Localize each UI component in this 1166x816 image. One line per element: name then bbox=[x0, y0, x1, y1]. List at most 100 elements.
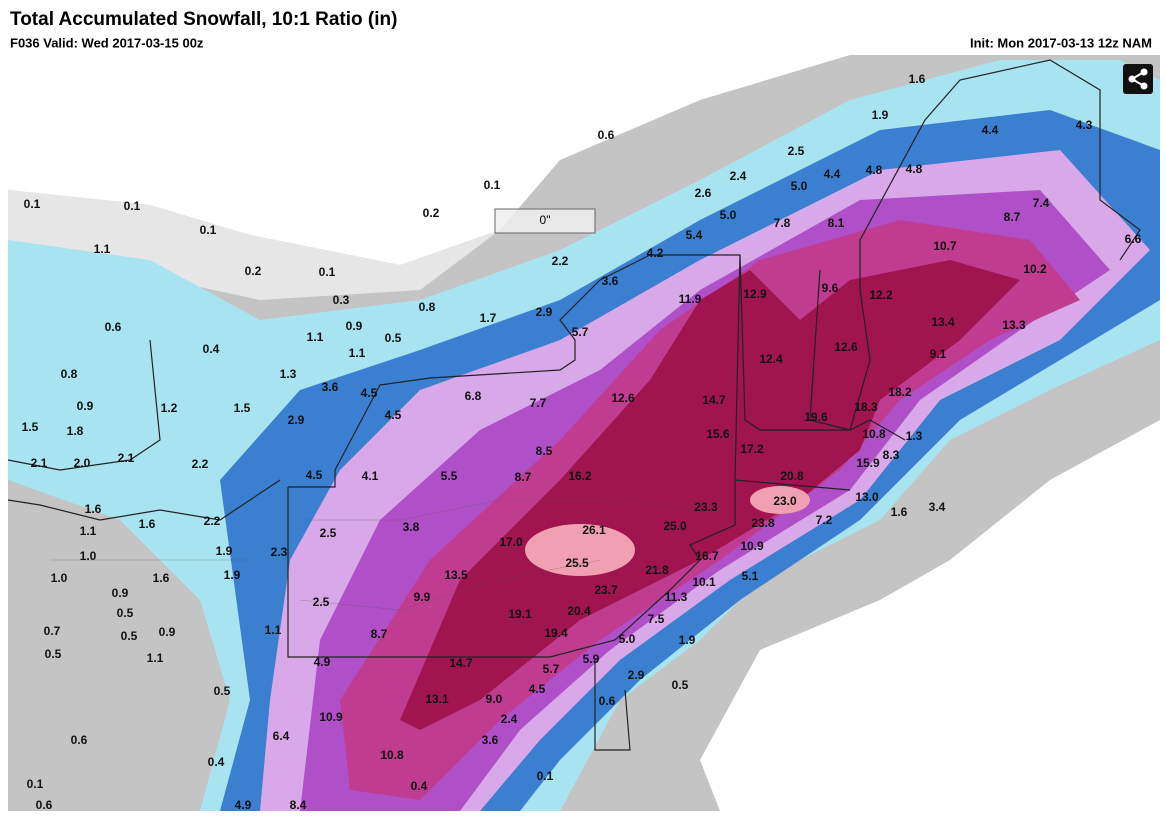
snowfall-label: 0.5 bbox=[385, 331, 402, 345]
snowfall-label: 12.6 bbox=[834, 340, 858, 354]
snowfall-label: 10.8 bbox=[380, 748, 404, 762]
snowfall-label: 5.9 bbox=[583, 652, 600, 666]
snowfall-label: 0.6 bbox=[71, 733, 88, 747]
snowfall-label: 9.9 bbox=[414, 590, 431, 604]
snowfall-label: 2.0 bbox=[74, 456, 91, 470]
snowfall-label: 1.1 bbox=[80, 524, 97, 538]
snowfall-label: 5.4 bbox=[686, 228, 703, 242]
snowfall-label: 0.4 bbox=[203, 342, 220, 356]
snowfall-label: 0.4 bbox=[208, 755, 225, 769]
snowfall-label: 7.7 bbox=[530, 396, 547, 410]
snowfall-label: 1.0 bbox=[51, 571, 68, 585]
snowfall-label: 3.6 bbox=[602, 274, 619, 288]
snowfall-label: 12.4 bbox=[759, 352, 783, 366]
snowfall-label: 8.7 bbox=[1004, 210, 1021, 224]
snowfall-label: 4.2 bbox=[647, 246, 664, 260]
snowfall-label: 5.7 bbox=[572, 325, 589, 339]
snowfall-label: 1.6 bbox=[153, 571, 170, 585]
snowfall-label: 2.1 bbox=[118, 451, 135, 465]
snowfall-label: 0.5 bbox=[45, 647, 62, 661]
snowfall-label: 7.5 bbox=[648, 612, 665, 626]
snowfall-label: 0.7 bbox=[44, 624, 61, 638]
snowfall-label: 2.4 bbox=[501, 712, 518, 726]
snowfall-label: 1.1 bbox=[307, 330, 324, 344]
snowfall-label: 23.3 bbox=[694, 500, 718, 514]
snowfall-label: 13.1 bbox=[425, 692, 449, 706]
snowfall-label: 10.7 bbox=[933, 239, 957, 253]
snowfall-label: 2.2 bbox=[552, 254, 569, 268]
snowfall-label: 18.2 bbox=[888, 385, 912, 399]
snowfall-label: 4.5 bbox=[306, 468, 323, 482]
snowfall-label: 1.2 bbox=[161, 401, 178, 415]
snowfall-label: 17.0 bbox=[499, 535, 523, 549]
snowfall-label: 8.1 bbox=[828, 216, 845, 230]
snowfall-label: 0.2 bbox=[423, 206, 440, 220]
snowfall-shading bbox=[8, 55, 1160, 811]
snowfall-label: 10.2 bbox=[1023, 262, 1047, 276]
snowfall-label: 2.5 bbox=[320, 526, 337, 540]
snowfall-label: 23.0 bbox=[773, 494, 797, 508]
snowfall-label: 1.6 bbox=[909, 72, 926, 86]
snowfall-label: 19.6 bbox=[804, 410, 828, 424]
snowfall-label: 0.9 bbox=[112, 586, 129, 600]
snowfall-label: 2.9 bbox=[536, 305, 553, 319]
init-time: Init: Mon 2017-03-13 12z NAM bbox=[970, 35, 1152, 50]
snowfall-label: 5.5 bbox=[441, 469, 458, 483]
snowfall-label: 0.9 bbox=[346, 319, 363, 333]
snowfall-label: 1.1 bbox=[147, 651, 164, 665]
snowfall-label: 0.6 bbox=[36, 798, 53, 811]
snowfall-label: 10.8 bbox=[862, 427, 886, 441]
snowfall-label: 11.3 bbox=[665, 590, 688, 604]
snowfall-label: 0.6 bbox=[105, 320, 122, 334]
snowfall-label: 2.3 bbox=[271, 545, 288, 559]
snowfall-label: 7.2 bbox=[816, 513, 833, 527]
snowfall-label: 2.9 bbox=[288, 413, 305, 427]
snowfall-label: 1.7 bbox=[480, 311, 497, 325]
snowfall-label: 10.1 bbox=[692, 575, 716, 589]
snowfall-label: 3.6 bbox=[482, 733, 499, 747]
snowfall-label: 13.4 bbox=[931, 315, 955, 329]
snowfall-label: 0.5 bbox=[672, 678, 689, 692]
borders bbox=[7, 59, 1141, 751]
snowfall-label: 6.6 bbox=[1125, 232, 1142, 246]
snowfall-label: 5.1 bbox=[742, 569, 759, 583]
snowfall-label: 1.9 bbox=[872, 108, 889, 122]
snowfall-label: 6.8 bbox=[465, 389, 482, 403]
snowfall-label: 0.5 bbox=[121, 629, 138, 643]
snowfall-label: 4.9 bbox=[314, 655, 331, 669]
snowfall-label: 1.6 bbox=[85, 502, 102, 516]
snowfall-label: 0.6 bbox=[599, 694, 616, 708]
snowfall-label: 0.1 bbox=[319, 265, 336, 279]
snowfall-label: 16.7 bbox=[695, 549, 719, 563]
snowfall-label: 17.2 bbox=[740, 442, 764, 456]
snowfall-label: 3.6 bbox=[322, 380, 339, 394]
snowfall-label: 2.5 bbox=[313, 595, 330, 609]
snowfall-label: 1.3 bbox=[906, 429, 923, 443]
snowfall-label: 10.9 bbox=[319, 710, 343, 724]
snowfall-label: 4.5 bbox=[361, 386, 378, 400]
snowfall-label: 1.1 bbox=[265, 623, 282, 637]
snowfall-label: 9.1 bbox=[930, 347, 947, 361]
snowfall-label: 8.3 bbox=[883, 448, 900, 462]
snowfall-label: 21.8 bbox=[645, 563, 669, 577]
snowfall-label: 8.7 bbox=[515, 470, 532, 484]
share-button[interactable] bbox=[1123, 64, 1153, 94]
snowfall-label: 0.1 bbox=[537, 769, 554, 783]
snowfall-label: 3.4 bbox=[929, 500, 946, 514]
snowfall-label: 1.0 bbox=[80, 549, 97, 563]
snowfall-label: 0.5 bbox=[214, 684, 231, 698]
cursor-value: 0" bbox=[540, 213, 551, 227]
snowfall-label: 1.9 bbox=[679, 633, 696, 647]
snowfall-label: 23.7 bbox=[594, 583, 618, 597]
snowfall-label: 15.6 bbox=[706, 427, 730, 441]
snowfall-label: 3.8 bbox=[403, 520, 420, 534]
snowfall-label: 5.0 bbox=[720, 208, 737, 222]
snowfall-label: 2.5 bbox=[788, 144, 805, 158]
snowfall-label: 2.2 bbox=[192, 457, 209, 471]
snowfall-label: 2.4 bbox=[730, 169, 747, 183]
snowfall-label: 13.5 bbox=[444, 568, 468, 582]
snowfall-label: 4.8 bbox=[866, 163, 883, 177]
snowfall-label: 0.4 bbox=[411, 779, 428, 793]
